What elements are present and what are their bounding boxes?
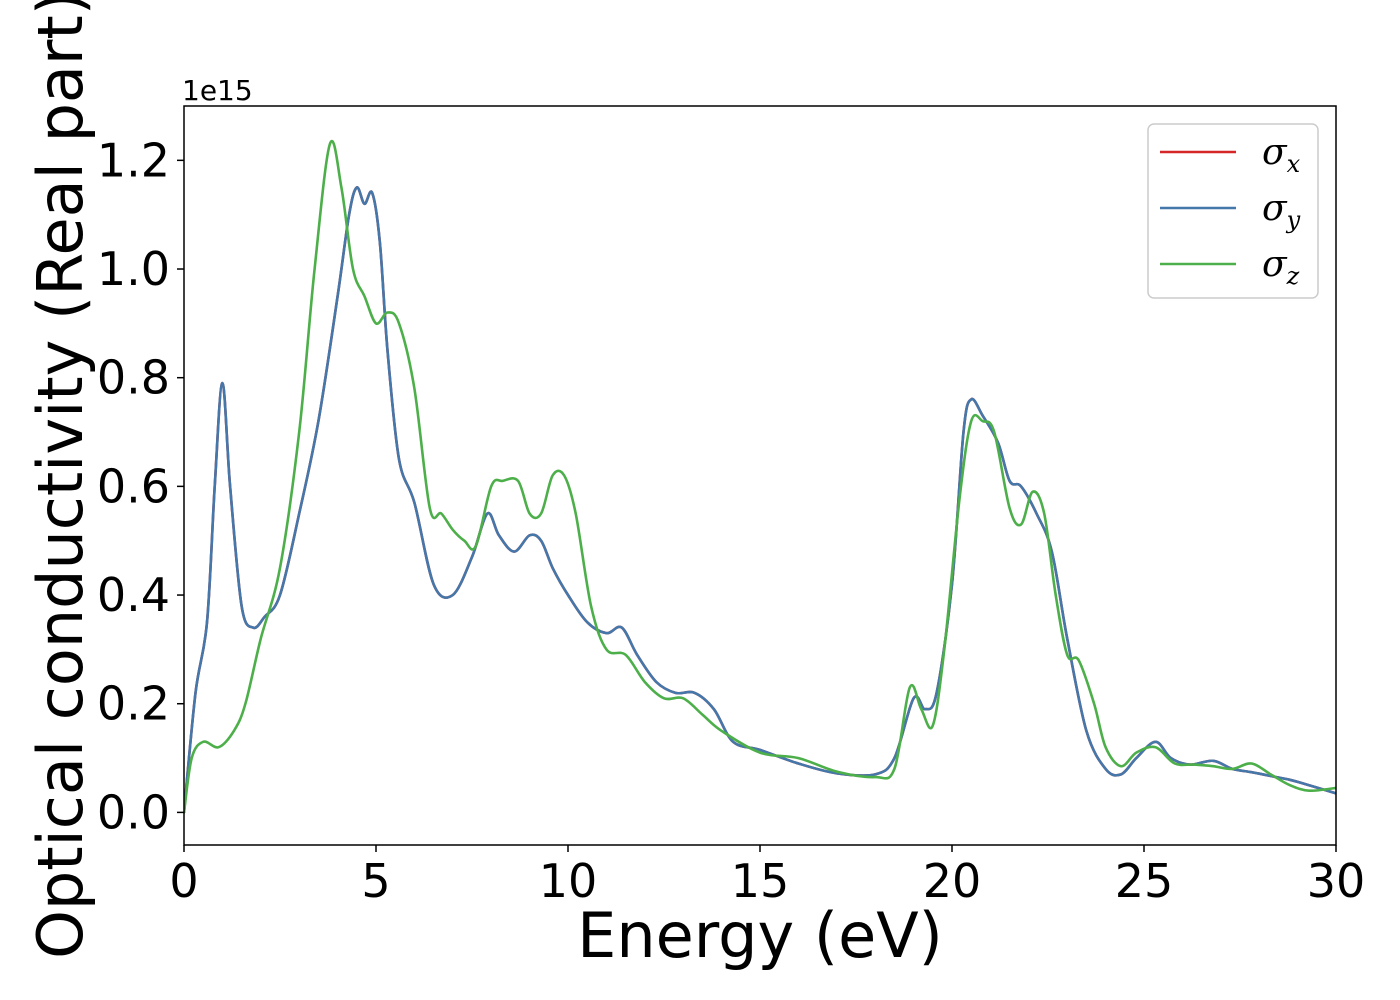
y-axis-ticks: 0.0 0.2 0.4 0.6 0.8 1.0 1.2 <box>97 133 184 839</box>
y-tick-label: 0.2 <box>97 677 170 731</box>
legend-label-x: σx <box>1262 132 1301 178</box>
legend-label-y: σy <box>1262 188 1301 234</box>
series-layer <box>184 139 1336 814</box>
y-tick-label: 1.2 <box>97 133 170 187</box>
x-axis-ticks: 0 5 10 15 20 25 30 <box>169 845 1365 908</box>
legend-label-z: σz <box>1262 244 1300 290</box>
x-tick-label: 0 <box>169 854 198 908</box>
y-tick-label: 0.8 <box>97 351 170 405</box>
x-tick-label: 5 <box>361 854 390 908</box>
x-tick-label: 25 <box>1115 854 1174 908</box>
series-line-z <box>184 139 1336 814</box>
x-axis-title: Energy (eV) <box>577 899 943 972</box>
series-line-y <box>184 186 1336 814</box>
x-tick-label: 30 <box>1307 854 1366 908</box>
y-axis-title: Optical conductivity (Real part) <box>24 0 97 959</box>
x-tick-label: 20 <box>923 854 982 908</box>
legend-box <box>1147 123 1319 299</box>
x-tick-label: 10 <box>539 854 598 908</box>
y-tick-label: 1.0 <box>97 242 170 296</box>
legend: σx σy σz <box>1147 123 1319 299</box>
y-tick-label: 0.0 <box>97 785 170 839</box>
y-tick-label: 0.4 <box>97 568 170 622</box>
x-tick-label: 15 <box>731 854 790 908</box>
plot-area <box>183 105 1337 846</box>
y-offset-label: 1e15 <box>182 74 253 107</box>
y-tick-label: 0.6 <box>97 459 170 513</box>
